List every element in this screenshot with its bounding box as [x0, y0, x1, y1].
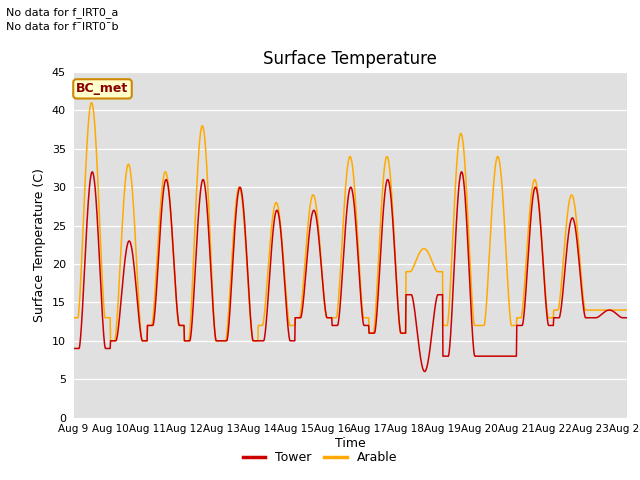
Text: No data for f¯IRT0¯b: No data for f¯IRT0¯b [6, 22, 119, 32]
Y-axis label: Surface Temperature (C): Surface Temperature (C) [33, 168, 46, 322]
Title: Surface Temperature: Surface Temperature [264, 49, 437, 68]
Text: BC_met: BC_met [76, 83, 129, 96]
Legend: Tower, Arable: Tower, Arable [238, 446, 402, 469]
Text: No data for f_IRT0_a: No data for f_IRT0_a [6, 7, 119, 18]
X-axis label: Time: Time [335, 437, 366, 450]
